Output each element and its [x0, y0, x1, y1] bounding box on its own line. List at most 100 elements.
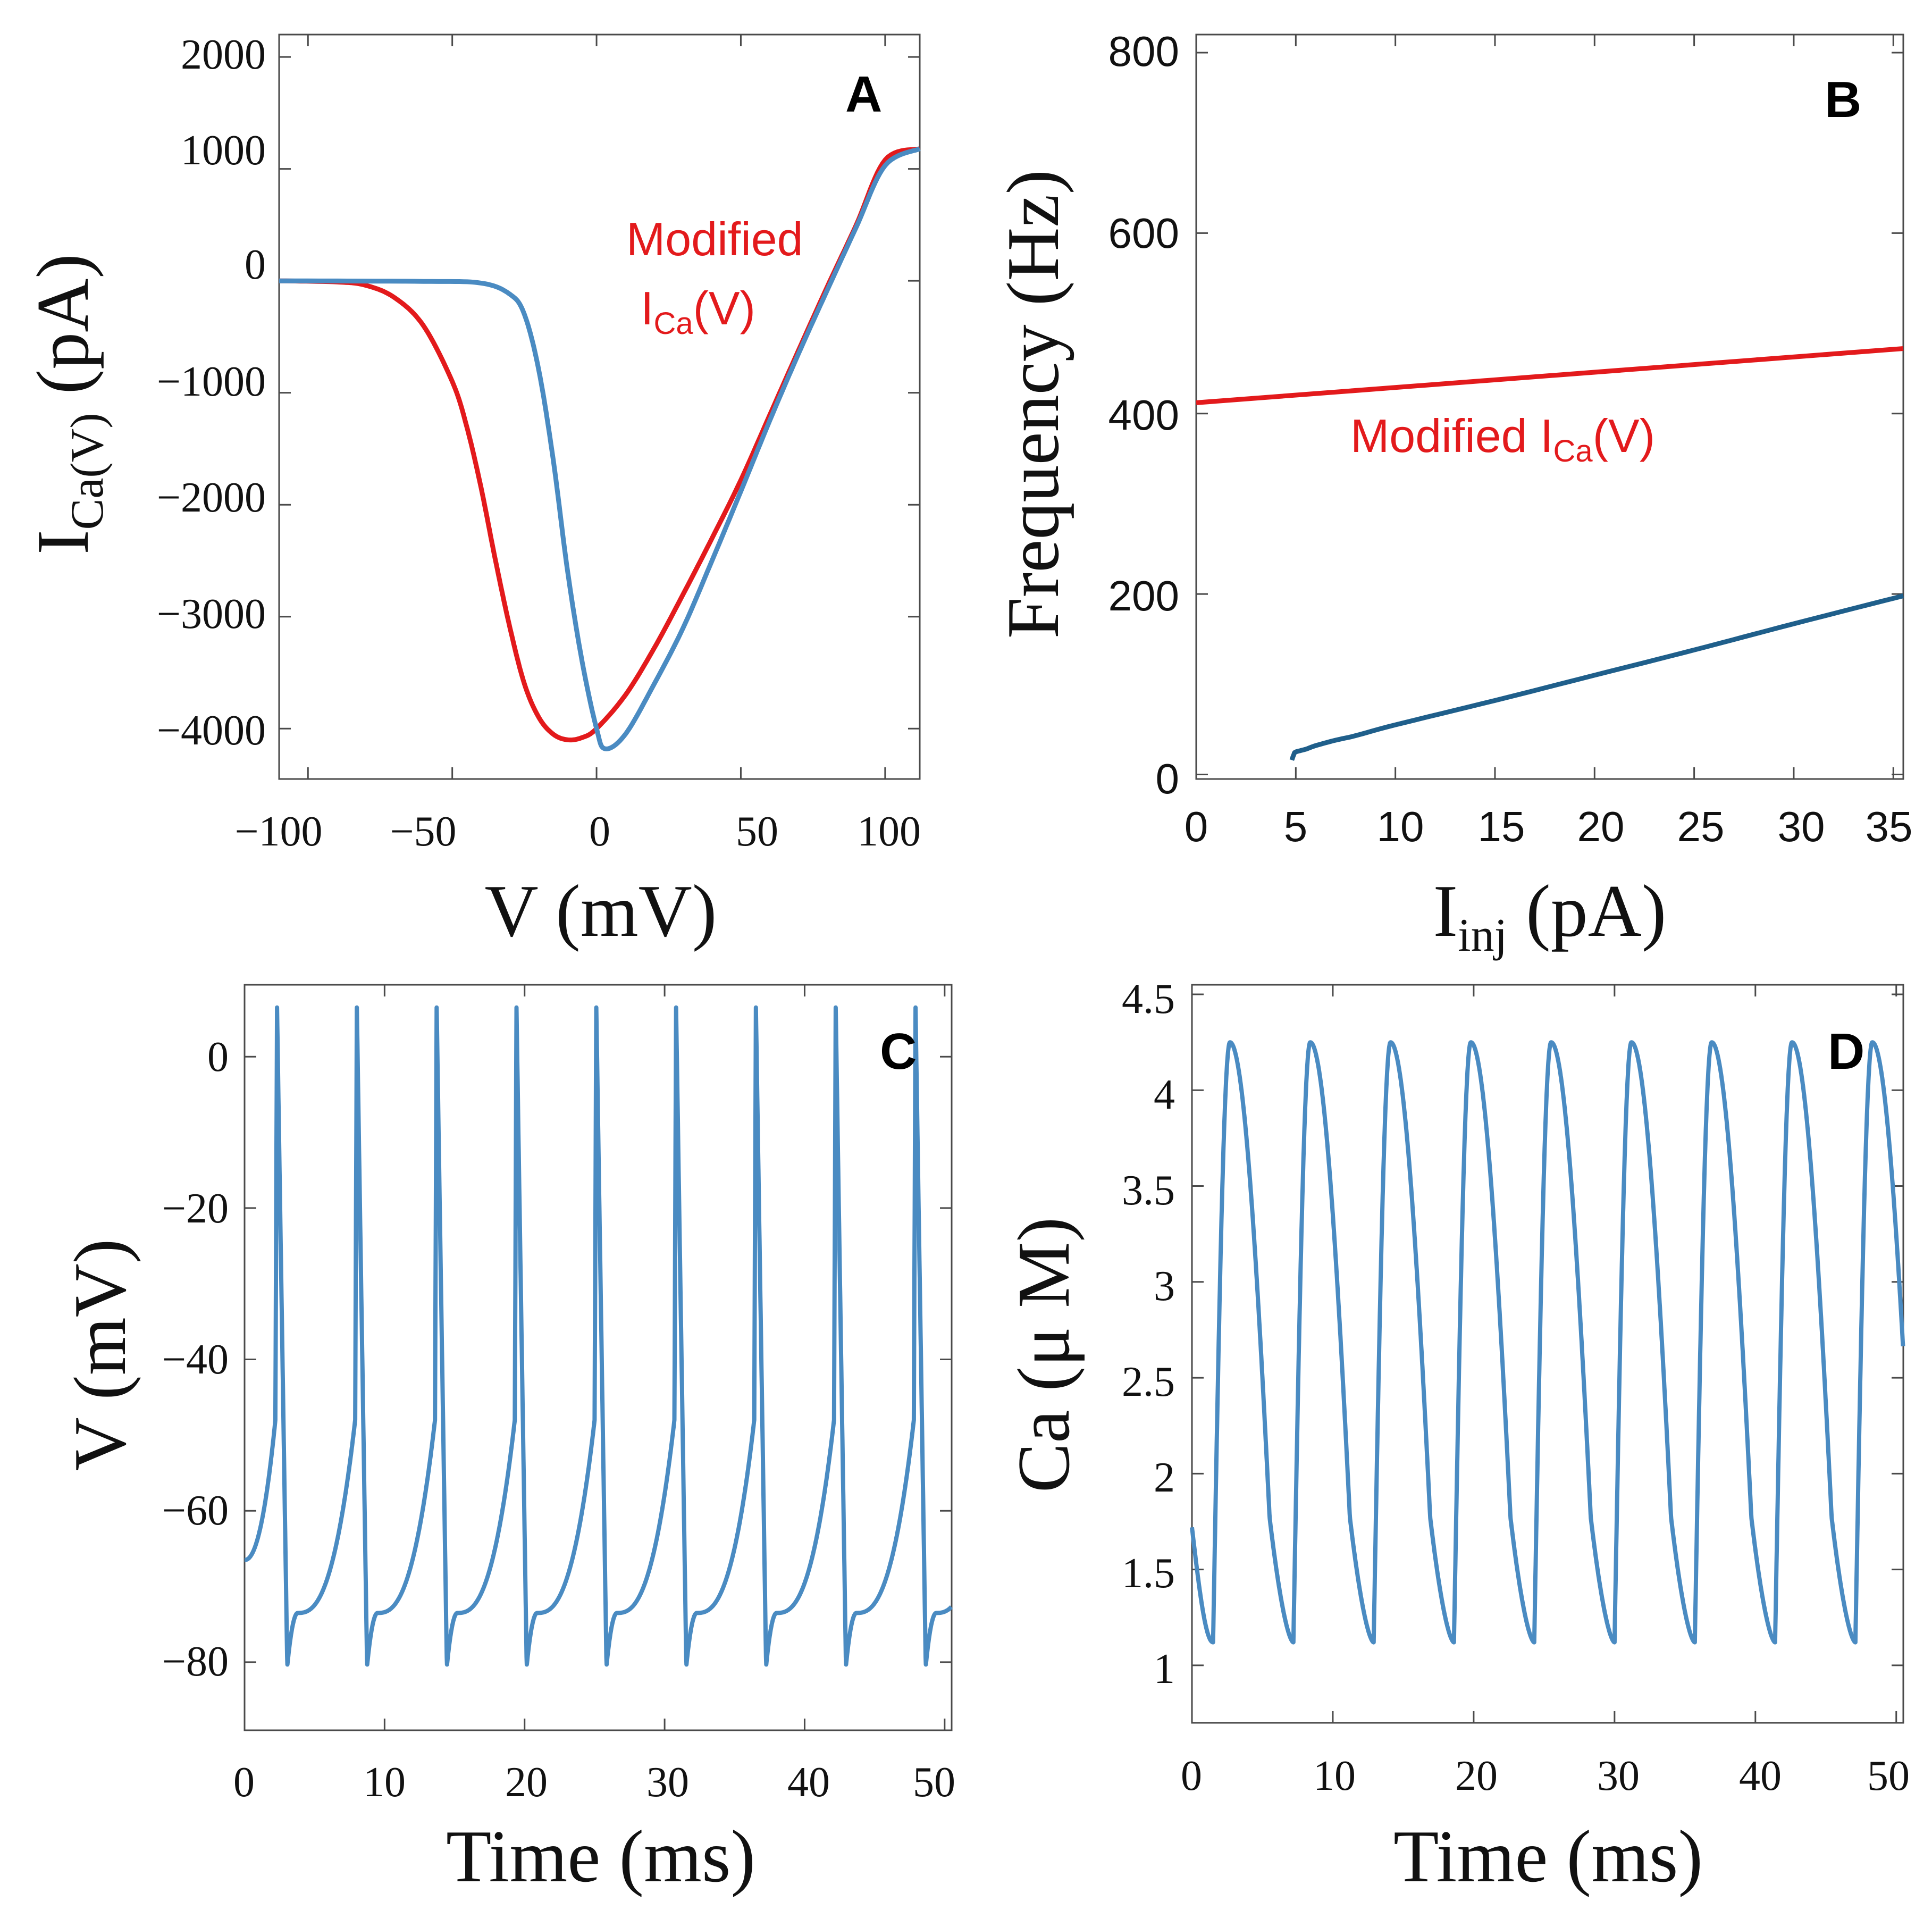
a-annotation-ica-end: (V) — [693, 282, 755, 334]
a-annotation-ica: ICa(V) — [641, 282, 755, 341]
b-x-tick-label: 20 — [1577, 803, 1625, 850]
b-x-tick-label: 0 — [1185, 803, 1208, 850]
d-x-tick-label: 50 — [1867, 1753, 1910, 1799]
b-x-tick-label: 5 — [1284, 803, 1308, 850]
c-x-tick-label: 50 — [913, 1759, 955, 1806]
panel-c-ticks — [243, 985, 952, 1730]
b-y-tick-label: 600 — [1108, 210, 1179, 257]
b-x-axis-label-main: I — [1433, 870, 1458, 952]
panel-d: 0 10 20 30 40 50 1 1.5 2 2.5 3 3.5 4 4.5… — [1003, 976, 1910, 1898]
c-y-tick-label: −20 — [162, 1185, 229, 1232]
a-x-tick-label: −50 — [390, 808, 456, 855]
d-y-tick-label: 1.5 — [1122, 1550, 1175, 1597]
panel-b: 0 5 10 15 20 25 30 35 0 200 400 600 800 … — [992, 28, 1912, 961]
d-series-calcium — [1190, 1040, 1905, 1645]
panel-a-y-tick-labels: 2000 1000 0 −1000 −2000 −3000 −4000 — [157, 31, 266, 754]
panel-b-frame — [1195, 33, 1904, 780]
b-x-axis-label: Iinj (pA) — [1433, 870, 1667, 961]
c-y-tick-label: −40 — [162, 1336, 229, 1383]
panel-a: −100 −50 0 50 100 2000 1000 0 −1000 −200… — [22, 31, 921, 952]
b-y-tick-label: 400 — [1108, 391, 1179, 439]
c-x-tick-label: 10 — [363, 1759, 406, 1806]
c-series-voltage — [242, 1005, 953, 1667]
d-x-tick-label: 20 — [1455, 1753, 1498, 1799]
b-series-modified — [1196, 346, 1904, 405]
panel-b-y-tick-labels: 0 200 400 600 800 — [1108, 28, 1179, 802]
c-y-axis-label: V (mV) — [59, 1239, 141, 1471]
c-x-tick-label: 40 — [787, 1759, 830, 1806]
a-y-tick-label: −3000 — [157, 591, 266, 638]
a-y-tick-label: −4000 — [157, 707, 266, 754]
a-y-tick-label: 2000 — [181, 31, 266, 78]
d-y-tick-label: 1 — [1154, 1646, 1175, 1693]
a-series-original — [279, 146, 921, 751]
a-y-tick-label: −2000 — [157, 474, 266, 521]
a-annotation-modified: Modified — [626, 213, 803, 265]
a-x-tick-label: 50 — [736, 808, 778, 855]
b-annotation-end: (V) — [1593, 409, 1655, 462]
a-y-axis-label-sub: Ca(V) — [62, 413, 113, 530]
a-x-axis-label: V (mV) — [485, 870, 717, 952]
panel-a-ticks — [279, 35, 920, 779]
b-x-tick-label: 15 — [1478, 803, 1525, 850]
a-x-tick-label: −100 — [234, 808, 322, 855]
b-x-tick-label: 25 — [1677, 803, 1725, 850]
d-x-tick-label: 0 — [1181, 1753, 1202, 1799]
a-x-tick-label: 100 — [857, 808, 921, 855]
panel-c-x-tick-labels: 0 10 20 30 40 50 — [233, 1759, 955, 1806]
c-y-tick-label: 0 — [207, 1034, 229, 1080]
a-annotation-ica-sub: Ca — [653, 306, 693, 341]
b-x-tick-label: 35 — [1866, 803, 1913, 850]
a-y-axis-label-unit: (pA) — [22, 254, 104, 413]
d-y-tick-label: 3.5 — [1122, 1167, 1175, 1214]
a-panel-letter: A — [845, 66, 882, 123]
b-y-axis-label: Frequency (Hz) — [992, 170, 1074, 639]
panel-d-y-tick-labels: 1 1.5 2 2.5 3 3.5 4 4.5 — [1122, 976, 1175, 1693]
b-x-axis-label-sub: inj — [1458, 910, 1507, 961]
panel-c-frame — [243, 984, 953, 1731]
panel-d-x-tick-labels: 0 10 20 30 40 50 — [1181, 1753, 1910, 1799]
c-x-tick-label: 20 — [505, 1759, 548, 1806]
panel-c: 0 10 20 30 40 50 0 −20 −40 −60 −80 Time … — [59, 984, 955, 1898]
d-y-tick-label: 3 — [1154, 1263, 1175, 1310]
d-x-tick-label: 30 — [1597, 1753, 1640, 1799]
a-y-axis-label: ICa(V) (pA) — [22, 254, 113, 555]
a-series-modified — [279, 146, 921, 743]
b-panel-letter: B — [1825, 71, 1861, 128]
c-x-tick-label: 0 — [233, 1759, 255, 1806]
d-x-tick-label: 40 — [1739, 1753, 1782, 1799]
b-y-tick-label: 800 — [1108, 28, 1179, 75]
d-x-axis-label: Time (ms) — [1393, 1815, 1703, 1898]
b-x-tick-label: 30 — [1778, 803, 1825, 850]
d-y-tick-label: 4.5 — [1122, 976, 1175, 1023]
c-x-tick-label: 30 — [646, 1759, 689, 1806]
b-y-tick-label: 200 — [1108, 572, 1179, 619]
a-y-tick-label: 1000 — [181, 127, 266, 174]
d-y-tick-label: 2 — [1154, 1454, 1175, 1501]
b-annotation-sub: Ca — [1553, 434, 1593, 468]
c-panel-letter: C — [880, 1023, 917, 1080]
a-y-tick-label: 0 — [245, 241, 266, 288]
b-annotation-main: Modified I — [1350, 409, 1553, 462]
a-annotation-ica-main: I — [641, 282, 653, 334]
b-x-tick-label: 10 — [1377, 803, 1424, 850]
d-y-tick-label: 4 — [1154, 1071, 1175, 1118]
panel-d-ticks — [1191, 985, 1903, 1723]
panel-a-x-tick-labels: −100 −50 0 50 100 — [234, 808, 921, 855]
d-y-axis-label: Ca (μ M) — [1003, 1217, 1085, 1493]
panel-a-frame — [278, 33, 921, 780]
b-y-tick-label: 0 — [1156, 755, 1180, 802]
b-annotation-modified: Modified ICa(V) — [1350, 409, 1655, 468]
d-y-tick-label: 2.5 — [1122, 1359, 1175, 1405]
c-x-axis-label: Time (ms) — [446, 1815, 755, 1898]
b-x-axis-label-unit: (pA) — [1507, 870, 1666, 952]
a-y-axis-label-main: I — [22, 530, 104, 555]
a-x-tick-label: 0 — [589, 808, 610, 855]
d-x-tick-label: 10 — [1313, 1753, 1356, 1799]
panel-d-frame — [1191, 984, 1904, 1724]
panel-c-y-tick-labels: 0 −20 −40 −60 −80 — [162, 1034, 229, 1685]
d-panel-letter: D — [1828, 1023, 1864, 1080]
c-y-tick-label: −60 — [162, 1487, 229, 1534]
